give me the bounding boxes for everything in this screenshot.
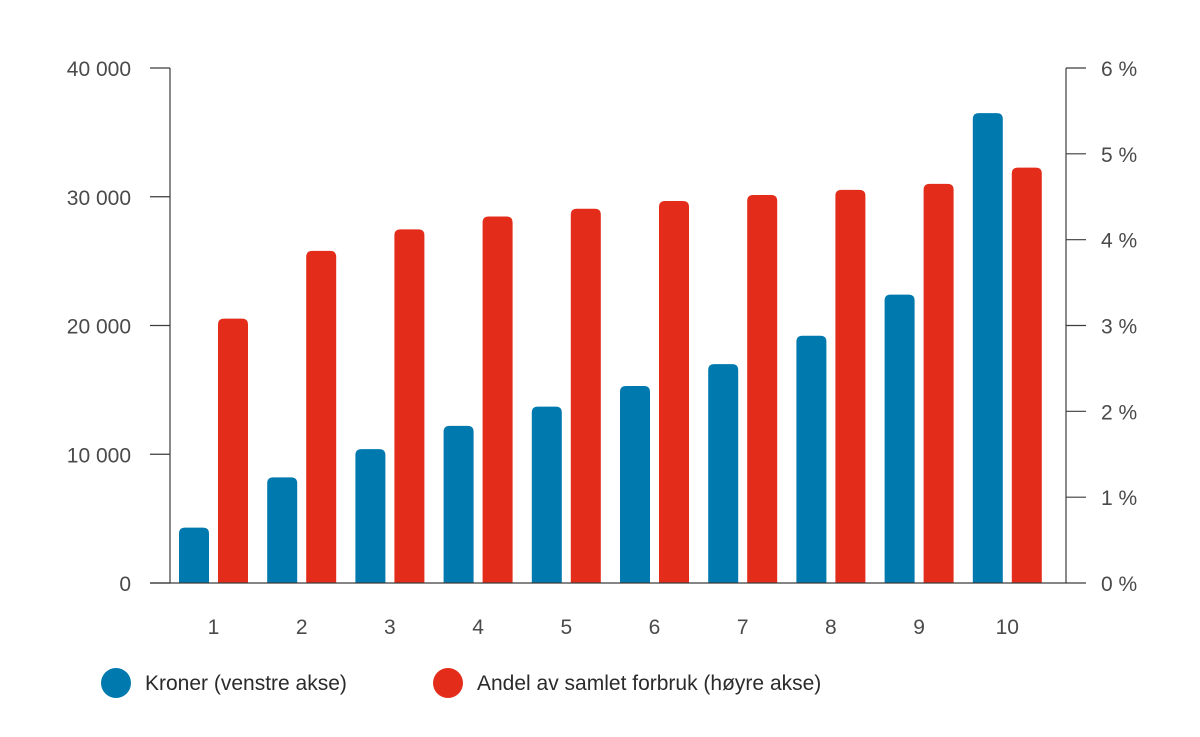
- right-tick-label: 1 %: [1101, 487, 1137, 510]
- bar-andel: [306, 250, 337, 583]
- legend-label-andel: Andel av samlet forbruk (høyre akse): [477, 672, 821, 695]
- bar-andel: [835, 189, 866, 583]
- bar-kroner: [708, 364, 739, 583]
- left-tick-label: 0: [119, 573, 131, 596]
- left-axis: 0 10 000 20 000 30 000 40 000: [67, 58, 171, 596]
- legend-item-kroner: Kroner (venstre akse): [101, 668, 347, 698]
- bar-andel: [747, 195, 778, 584]
- left-tick-label: 30 000: [67, 187, 131, 210]
- bar-kroner: [355, 449, 386, 583]
- x-tick-label: 4: [472, 616, 484, 639]
- legend: Kroner (venstre akse) Andel av samlet fo…: [101, 668, 821, 698]
- bar-andel: [482, 216, 513, 583]
- x-tick-label: 7: [737, 616, 749, 639]
- bar-kroner: [972, 113, 1003, 583]
- right-tick-label: 2 %: [1101, 401, 1137, 424]
- right-axis: 0 % 1 % 2 % 3 % 4 % 5 % 6 %: [1065, 58, 1137, 596]
- bar-kroner: [179, 527, 209, 583]
- right-tick-label: 5 %: [1101, 144, 1137, 167]
- x-tick-label: 3: [384, 616, 396, 639]
- bar-kroner: [884, 294, 915, 583]
- bar-andel: [1011, 167, 1042, 584]
- legend-swatch-kroner: [101, 668, 131, 698]
- bar-andel: [394, 229, 425, 583]
- bar-andel: [923, 183, 954, 583]
- x-tick-label: 1: [208, 616, 220, 639]
- x-tick-label: 5: [560, 616, 572, 639]
- x-tick-label: 10: [996, 616, 1019, 639]
- bar-kroner: [796, 335, 827, 583]
- right-tick-label: 6 %: [1101, 58, 1137, 81]
- right-tick-label: 0 %: [1101, 573, 1137, 596]
- right-tick-label: 3 %: [1101, 316, 1137, 339]
- x-tick-label: 2: [296, 616, 308, 639]
- bar-kroner: [531, 406, 562, 583]
- left-tick-label: 10 000: [67, 444, 131, 467]
- legend-swatch-andel: [433, 668, 463, 698]
- bar-kroner: [267, 477, 298, 583]
- legend-item-andel: Andel av samlet forbruk (høyre akse): [433, 668, 821, 698]
- bar-kroner: [620, 386, 650, 583]
- bar-andel: [659, 201, 689, 583]
- x-axis: 1 2 3 4 5 6 7 8 9 10: [150, 582, 1066, 639]
- left-tick-label: 20 000: [67, 316, 131, 339]
- bar-andel: [218, 318, 248, 583]
- bars: [179, 113, 1042, 584]
- bar-andel: [570, 208, 601, 583]
- right-tick-label: 4 %: [1101, 230, 1137, 253]
- bar-kroner: [443, 425, 474, 583]
- left-tick-label: 40 000: [67, 58, 131, 81]
- legend-label-kroner: Kroner (venstre akse): [145, 672, 347, 695]
- x-tick-label: 9: [913, 616, 925, 639]
- x-tick-label: 6: [649, 616, 661, 639]
- x-tick-label: 8: [825, 616, 837, 639]
